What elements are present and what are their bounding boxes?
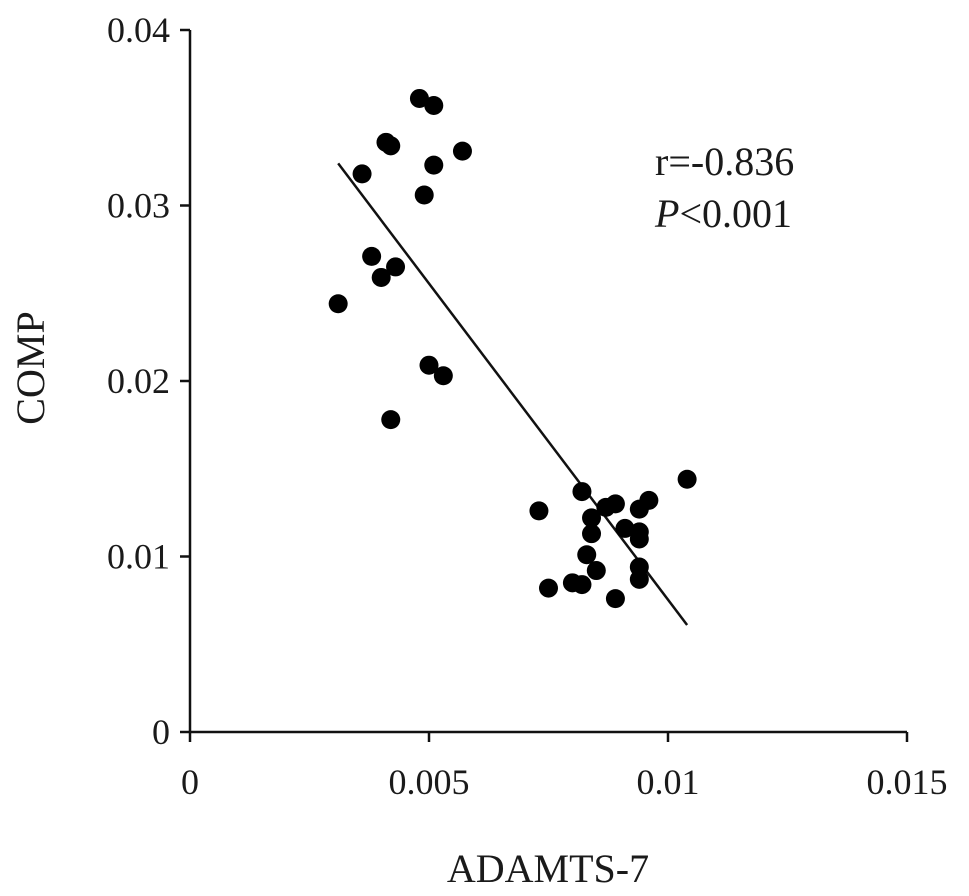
data-point xyxy=(414,185,434,205)
data-point xyxy=(529,501,549,521)
y-tick-label: 0.03 xyxy=(107,186,170,226)
y-tick-label: 0.01 xyxy=(107,537,170,577)
data-point xyxy=(433,366,453,386)
data-point xyxy=(362,246,382,266)
y-tick-label: 0.04 xyxy=(107,10,170,50)
data-point xyxy=(615,518,635,538)
x-tick-label: 0.005 xyxy=(389,762,470,802)
p-italic: P xyxy=(654,191,679,236)
correlation-r-label: r=-0.836 xyxy=(655,139,794,184)
trend-line xyxy=(337,162,689,626)
data-point xyxy=(629,499,649,519)
data-point xyxy=(629,569,649,589)
data-point xyxy=(381,136,401,156)
data-point xyxy=(419,355,439,375)
x-tick-label: 0.015 xyxy=(867,762,948,802)
x-tick-label: 0 xyxy=(181,762,199,802)
y-axis-label: COMP xyxy=(8,311,53,424)
data-point xyxy=(582,508,602,528)
data-point xyxy=(424,155,444,175)
data-point xyxy=(409,88,429,108)
y-ticks: 0 0.01 0.02 0.03 0.04 xyxy=(107,10,190,752)
data-point xyxy=(605,589,625,609)
data-point xyxy=(629,529,649,549)
data-point xyxy=(596,497,616,517)
data-point xyxy=(572,575,592,595)
data-point xyxy=(577,545,597,565)
x-tick-label: 0.01 xyxy=(637,762,700,802)
data-point xyxy=(371,267,391,287)
data-point xyxy=(386,257,406,277)
x-ticks: 0 0.005 0.01 0.015 xyxy=(181,732,948,802)
data-point xyxy=(677,469,697,489)
data-point xyxy=(381,410,401,430)
y-tick-label: 0 xyxy=(152,712,170,752)
x-axis-label: ADAMTS-7 xyxy=(447,846,649,891)
data-point xyxy=(328,294,348,314)
data-point xyxy=(582,524,602,544)
data-point xyxy=(572,482,592,502)
data-point xyxy=(352,164,372,184)
data-points xyxy=(328,88,697,609)
y-tick-label: 0.02 xyxy=(107,361,170,401)
data-point xyxy=(424,95,444,115)
axes xyxy=(188,30,907,734)
data-point xyxy=(586,561,606,581)
p-value-label: P<0.001 xyxy=(654,191,792,236)
p-value: <0.001 xyxy=(679,191,792,236)
data-point xyxy=(452,141,472,161)
data-point xyxy=(539,578,558,598)
